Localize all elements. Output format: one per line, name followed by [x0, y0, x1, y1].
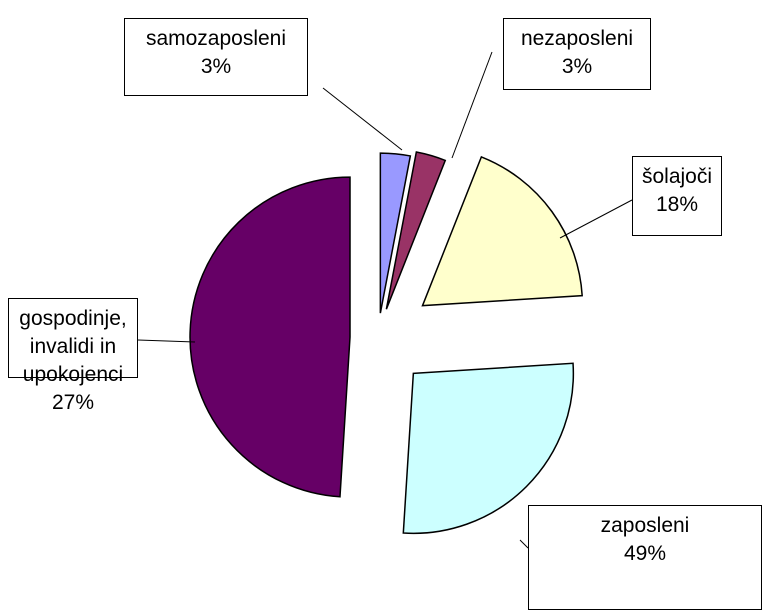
pie-slice [189, 176, 351, 498]
label-category: zaposleni [600, 514, 690, 537]
data-label: šolajoči 18% [632, 156, 722, 236]
leader-line [137, 339, 196, 343]
label-category: gospodinje, invalidi in upokojenci [19, 307, 127, 386]
pie-slice [385, 151, 447, 310]
leader-line [559, 199, 633, 239]
leader-line [519, 539, 529, 549]
pie-slice [379, 152, 412, 314]
label-category: samozaposleni [145, 27, 287, 50]
data-label: zaposleni 49% [528, 505, 762, 610]
label-value: 49% [623, 542, 667, 565]
label-category: šolajoči [641, 165, 713, 188]
label-value: 18% [655, 193, 699, 216]
label-value: 3% [200, 55, 232, 78]
leader-line [451, 51, 493, 159]
label-category: nezaposleni [520, 27, 634, 50]
label-value: 27% [51, 391, 95, 414]
data-label: gospodinje, invalidi in upokojenci 27% [8, 298, 138, 414]
leader-line [322, 87, 403, 151]
label-value: 3% [561, 55, 593, 78]
pie-slice [421, 155, 583, 307]
data-label: samozaposleni 3% [124, 18, 308, 96]
data-label: nezaposleni 3% [503, 18, 651, 90]
pie-slice [402, 362, 575, 535]
